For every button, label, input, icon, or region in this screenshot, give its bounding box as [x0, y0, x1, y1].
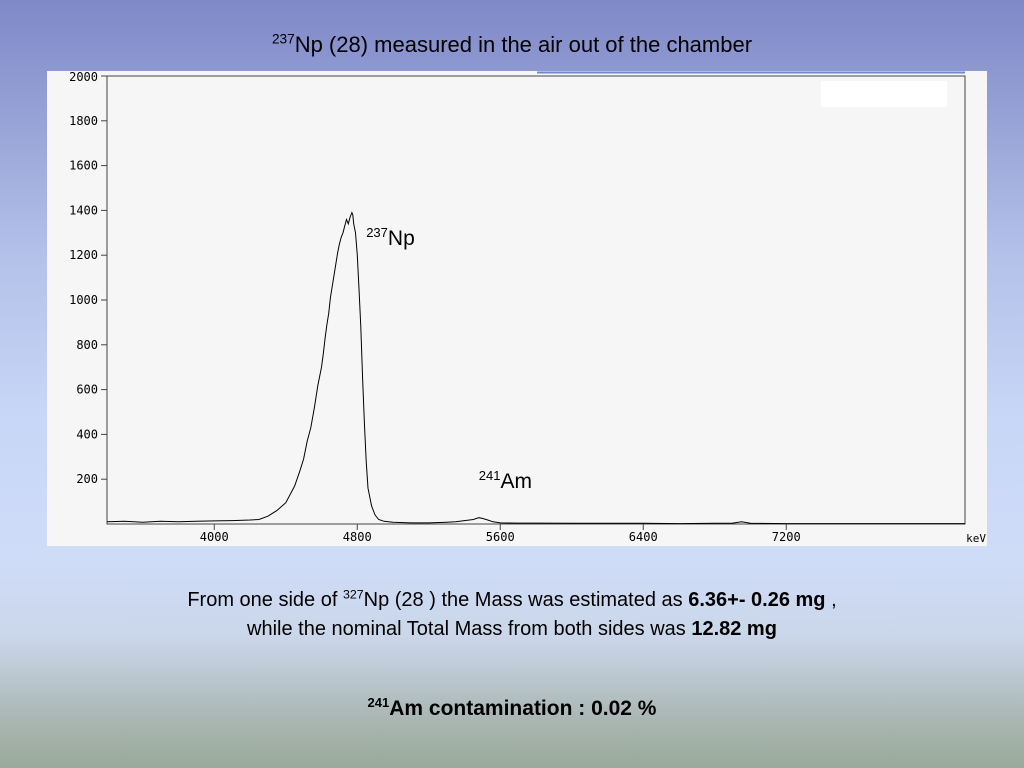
estimated-mass-value: 6.36+- 0.26 mg: [688, 589, 826, 611]
spectrum-chart: 200 400 600 800 1000 1200 1400 1600 1800 2000 400…: [47, 71, 987, 546]
caption-mass-number: 327: [342, 587, 364, 602]
np237-symbol: Np: [387, 226, 415, 250]
y-tick-label: 600: [76, 383, 98, 397]
x-axis-ticks: 4000 4800 5600 6400 7200: [200, 524, 801, 544]
y-tick-label: 1600: [69, 159, 98, 173]
np237-peak-label: 237Np: [366, 224, 415, 251]
y-tick-label: 1400: [69, 203, 98, 217]
x-tick-label: 4800: [343, 530, 372, 544]
spectrum-line: [106, 211, 965, 525]
title-mass-number: 237: [271, 31, 295, 47]
title-text: Np (28) measured in the air out of the c…: [294, 32, 753, 57]
x-tick-label: 7200: [772, 530, 801, 544]
y-tick-label: 200: [76, 472, 98, 486]
nominal-mass-value: 12.82 mg: [691, 618, 777, 640]
legend-box: [821, 81, 947, 107]
x-tick-label: 5600: [486, 530, 515, 544]
am-contamination-text: 241Am contamination : 0.02 %: [0, 695, 1024, 721]
am241-mass-number: 241: [478, 467, 501, 483]
caption-line-2: while the nominal Total Mass from both s…: [0, 615, 1024, 644]
y-axis-ticks: 200 400 600 800 1000 1200 1400 1600 1800 2000: [69, 71, 107, 486]
np237-mass-number: 237: [366, 224, 388, 240]
contam-mass-number: 241: [367, 695, 390, 710]
y-tick-label: 1000: [69, 293, 98, 307]
caption-line1-prefix: From one side of: [187, 589, 343, 611]
caption-line-1: From one side of 327Np (28 ) the Mass wa…: [0, 586, 1024, 615]
contam-text: Am contamination : 0.02 %: [389, 697, 657, 720]
spectrum-svg: 200 400 600 800 1000 1200 1400 1600 1800 2000 400…: [69, 71, 986, 545]
mass-caption: From one side of 327Np (28 ) the Mass wa…: [0, 586, 1024, 644]
y-tick-label: 1200: [69, 248, 98, 262]
am241-symbol: Am: [500, 469, 533, 493]
caption-line1-suffix: ,: [825, 589, 837, 611]
y-tick-label: 800: [76, 338, 98, 352]
x-tick-label: 6400: [629, 530, 658, 544]
x-axis-unit: keV: [966, 532, 986, 545]
y-tick-label: 1800: [69, 114, 98, 128]
x-tick-label: 4000: [200, 530, 229, 544]
y-tick-label: 2000: [69, 71, 98, 84]
y-tick-label: 400: [76, 427, 98, 441]
slide-title: 237Np (28) measured in the air out of th…: [0, 32, 1024, 58]
am241-peak-label: 241Am: [478, 467, 533, 494]
caption-line2-prefix: while the nominal Total Mass from both s…: [247, 618, 692, 640]
plot-frame: [106, 75, 966, 525]
caption-line1-middle: Np (28 ) the Mass was estimated as: [363, 589, 689, 611]
